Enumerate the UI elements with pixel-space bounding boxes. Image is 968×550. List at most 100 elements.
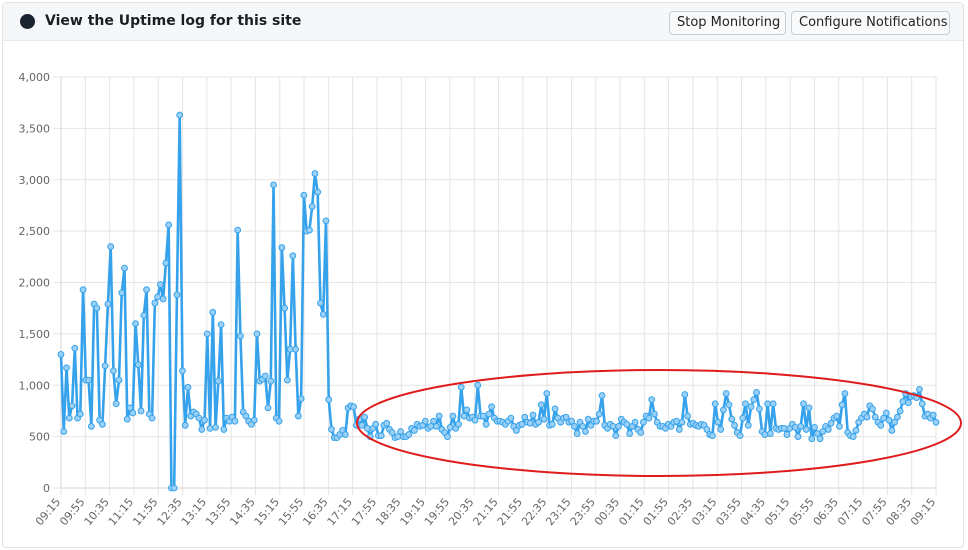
data-point: [791, 423, 799, 431]
y-tick-label: 2,000: [19, 277, 51, 290]
x-tick-label: 10:35: [82, 496, 112, 529]
data-point: [780, 425, 788, 432]
y-tick-label: 500: [29, 431, 50, 444]
data-point: [85, 376, 92, 384]
data-point: [71, 344, 79, 352]
data-point: [750, 396, 758, 404]
data-point: [893, 413, 901, 421]
data-point: [805, 404, 813, 412]
data-point: [322, 217, 330, 225]
configure-notifications-button[interactable]: Configure Notifications: [791, 11, 950, 35]
data-point: [281, 304, 288, 312]
data-point: [869, 405, 876, 413]
data-point: [65, 414, 73, 422]
x-tick-label: 18:35: [373, 496, 403, 529]
data-point: [731, 421, 738, 429]
data-point: [598, 392, 606, 399]
data-point: [714, 418, 722, 426]
data-point: [237, 332, 244, 340]
data-point: [474, 381, 482, 389]
data-point: [234, 226, 242, 234]
data-point: [681, 391, 689, 398]
data-point: [87, 422, 95, 430]
data-point: [521, 413, 529, 421]
data-point: [212, 423, 219, 431]
data-point: [242, 412, 250, 420]
x-tick-label: 20:35: [446, 496, 476, 529]
y-tick-label: 2,500: [19, 225, 51, 238]
data-point: [526, 419, 534, 427]
data-point: [432, 422, 440, 430]
data-point: [270, 181, 277, 189]
data-point: [289, 252, 297, 260]
data-point: [361, 413, 369, 421]
data-point: [675, 426, 683, 433]
data-point: [684, 412, 691, 420]
data-point: [507, 414, 515, 422]
data-point: [568, 417, 576, 425]
data-point: [932, 418, 940, 426]
data-point: [231, 417, 239, 425]
x-tick-label: 23:55: [568, 496, 598, 529]
data-point: [311, 170, 319, 177]
data-point: [184, 383, 192, 391]
data-point: [794, 433, 802, 441]
data-point: [766, 430, 774, 437]
data-point: [358, 421, 366, 429]
data-point: [548, 420, 556, 428]
data-point: [195, 414, 203, 422]
x-tick-label: 14:35: [227, 496, 257, 529]
stop-monitoring-button[interactable]: Stop Monitoring: [669, 11, 786, 35]
data-point: [115, 376, 123, 384]
data-point: [518, 420, 526, 428]
data-point: [460, 412, 468, 420]
status-dot-icon: [20, 14, 35, 29]
x-tick-label: 11:55: [130, 496, 160, 529]
data-point: [824, 426, 832, 433]
data-point: [250, 416, 258, 424]
x-tick-label: 09:55: [57, 496, 87, 529]
data-point: [455, 420, 462, 428]
data-point: [769, 400, 777, 408]
data-point: [134, 361, 142, 369]
data-point: [377, 432, 385, 440]
data-point: [888, 427, 896, 434]
data-point: [388, 429, 396, 436]
data-point: [764, 400, 772, 408]
data-point: [286, 345, 294, 353]
data-point: [220, 426, 228, 433]
x-tick-label: 08:35: [884, 496, 914, 529]
x-tick-label: 07:15: [835, 496, 865, 529]
panel-title: View the Uptime log for this site: [45, 13, 302, 29]
data-point: [529, 411, 537, 419]
data-point: [93, 304, 101, 312]
data-point: [203, 330, 211, 338]
data-point: [137, 407, 145, 415]
data-point: [405, 431, 413, 438]
x-tick-label: 04:35: [738, 496, 768, 529]
data-point: [129, 409, 137, 417]
data-point: [156, 281, 164, 288]
data-point: [537, 401, 545, 409]
data-point: [471, 416, 479, 424]
data-point: [916, 385, 923, 393]
data-point: [720, 406, 727, 414]
x-tick-label: 16:35: [300, 496, 330, 529]
data-point: [929, 411, 937, 419]
data-point: [513, 427, 520, 434]
data-point: [435, 412, 443, 420]
data-point: [595, 410, 603, 418]
data-point: [173, 291, 181, 299]
data-point: [159, 295, 167, 303]
data-point: [711, 400, 719, 408]
data-point: [485, 410, 493, 418]
data-point: [463, 406, 471, 414]
data-point: [112, 400, 120, 408]
x-tick-label: 09:15: [908, 496, 938, 529]
x-tick-label: 21:15: [470, 496, 500, 529]
data-point: [811, 423, 818, 431]
data-point: [918, 400, 926, 408]
data-point: [79, 286, 87, 294]
data-point: [110, 367, 117, 375]
data-point: [747, 403, 755, 411]
